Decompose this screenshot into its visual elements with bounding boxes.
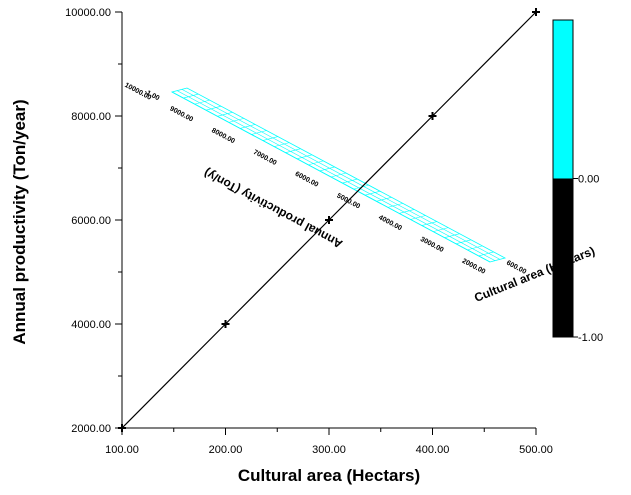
y-tick-label: 6000.00 [71,215,111,227]
surface-edge-line [171,91,491,263]
x-tick-label: 300.00 [312,444,346,456]
surface-grid-line [399,209,415,214]
surface-grid-line [319,166,335,172]
surface-grid-line [376,196,392,202]
x-tick-label: 200.00 [209,444,243,456]
data-point [428,112,437,120]
x-axis-title: Cultural area (Hectars) [238,466,420,485]
surface-grid-line [183,93,199,99]
y-axis-title: Annual productivity (Ton/year) [10,99,29,344]
surface-grid-line [296,154,313,160]
surface-grid-line [308,160,324,166]
surface-grid-line [364,190,381,196]
x-tick-label: 400.00 [416,444,450,456]
surface-grid-line [228,118,244,123]
colorbar-label: -1.00 [578,332,603,344]
y-tick-label: 8000.00 [71,111,111,123]
data-point [532,8,540,16]
surface-y-tick-label: 2000.00 [461,258,487,276]
surface-grid-line [205,105,222,111]
surface-grid-line [387,203,403,208]
surface-grid-line [240,124,256,129]
surface-grid-line [194,99,210,105]
y-tick-label: 4000.00 [71,319,111,331]
surface-grid-line [251,130,267,135]
plot-area [118,8,540,432]
x-tick-label: 500.00 [519,444,553,456]
colorbar-label: 0.00 [578,174,599,186]
y-tick-label: 2000.00 [71,423,111,435]
data-point [221,320,230,328]
surface-grid-line [217,111,233,117]
surface-y-tick-label: 9000.00 [168,105,194,123]
surface-z-label: -1.00 [143,89,160,103]
surface-grid-line [455,239,472,245]
surface-grid-line [467,245,483,251]
surface-grid-line [444,233,460,239]
surface-y-tick-label: 3000.00 [419,236,445,254]
surface-y-tick-label: 5000.00 [335,192,361,210]
surface-y-tick-label: 6000.00 [294,171,320,189]
y-tick-label: 10000.00 [65,7,111,19]
surface-grid-line [262,136,278,141]
x-tick-label: 100.00 [105,444,139,456]
colorbar-upper-segment [553,20,573,179]
surface-grid-line [478,251,494,257]
surface-y-tick-label: 8000.00 [210,127,236,145]
surface-grid-line [433,227,449,232]
data-point [325,216,333,224]
surface-grid-line [176,90,496,261]
data-point [118,424,126,432]
axes: 2000.00 4000.00 6000.00 8000.00 10000.00 100.… [10,7,553,485]
surface-grid-line [421,221,437,226]
surface-grid-line [181,89,501,260]
surface-grid-line [285,148,301,154]
surface-y-tick-label: 4000.00 [377,214,403,232]
surface-plot: 10000.009000.008000.007000.006000.005000… [123,82,596,305]
colorbar-lower-segment [553,178,573,337]
surface-grid-line [274,142,290,147]
colorbar: 0.00 -1.00 [552,19,603,344]
surface-grid-line [330,172,347,178]
surface-y-tick-label: 7000.00 [252,149,278,167]
surface-grid-line [410,215,426,220]
surface-grid-line [342,178,358,184]
surface-y-axis-title: Annual productivity (Ton/y) [201,166,344,251]
